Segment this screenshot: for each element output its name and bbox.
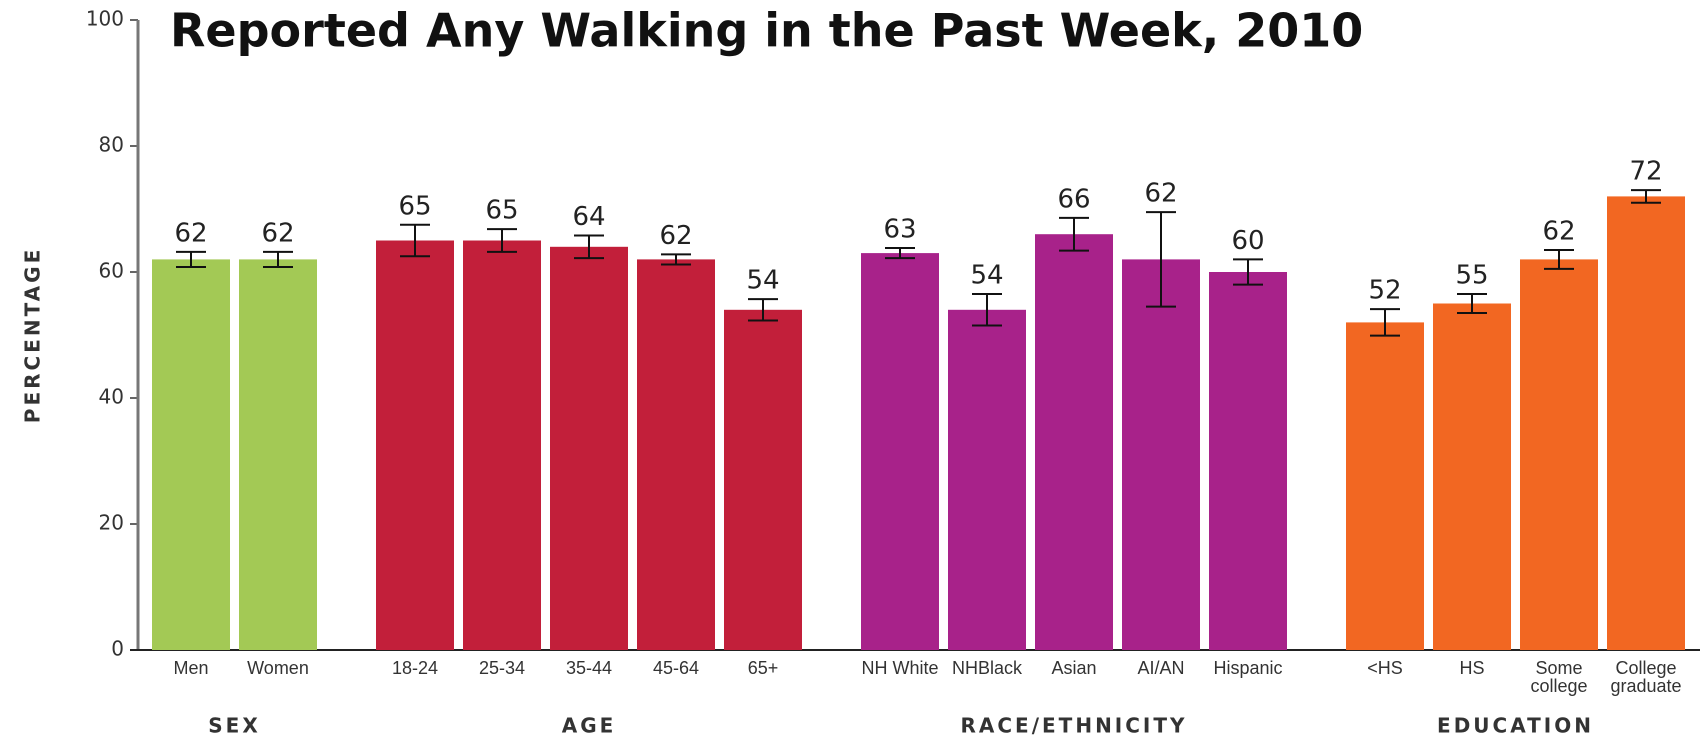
value-label: 60 (1231, 226, 1264, 256)
x-tick-label: AI/AN (1137, 658, 1184, 678)
value-label: 52 (1368, 276, 1401, 306)
bar (463, 240, 541, 650)
y-tick-label: 20 (99, 511, 124, 535)
value-label: 55 (1455, 261, 1488, 291)
x-tick-label: 65+ (748, 658, 779, 678)
value-label: 65 (485, 196, 518, 226)
x-tick-label: Women (247, 658, 309, 678)
value-label: 62 (261, 218, 294, 248)
x-tick-label: NHBlack (952, 658, 1023, 678)
x-tick-label: Men (173, 658, 208, 678)
bar (239, 259, 317, 650)
group-label: RACE/ETHNICITY (961, 714, 1188, 738)
value-label: 62 (1144, 179, 1177, 209)
value-label: 72 (1629, 157, 1662, 187)
x-tick-label: College graduate (1610, 658, 1681, 696)
bar (1607, 196, 1685, 650)
bar (1433, 303, 1511, 650)
bar (376, 240, 454, 650)
x-tick-label: 18-24 (392, 658, 438, 678)
bar (724, 309, 802, 650)
x-tick-label: Asian (1051, 658, 1096, 678)
chart-title: Reported Any Walking in the Past Week, 2… (170, 4, 1363, 58)
x-tick-label: Some college (1530, 658, 1587, 696)
group-label: SEX (208, 714, 261, 738)
bar (152, 259, 230, 650)
value-label: 63 (883, 215, 916, 245)
bar (1346, 322, 1424, 650)
value-label: 64 (572, 202, 605, 232)
bar (1035, 234, 1113, 650)
value-label: 62 (659, 221, 692, 251)
y-tick-label: 80 (99, 133, 124, 157)
x-tick-label: Hispanic (1213, 658, 1282, 678)
group-label: EDUCATION (1437, 714, 1594, 738)
value-label: 62 (1542, 216, 1575, 246)
x-tick-label: NH White (861, 658, 938, 678)
bar (948, 309, 1026, 650)
x-tick-label: HS (1459, 658, 1484, 678)
y-tick-label: 100 (86, 7, 124, 31)
value-label: 65 (398, 191, 431, 221)
value-label: 54 (970, 261, 1003, 291)
x-tick-label: 35-44 (566, 658, 612, 678)
y-tick-label: 0 (111, 637, 124, 661)
y-tick-label: 40 (99, 385, 124, 409)
value-label: 62 (174, 218, 207, 248)
value-label: 66 (1057, 184, 1090, 214)
x-tick-label: 25-34 (479, 658, 525, 678)
x-tick-label: 45-64 (653, 658, 699, 678)
group-label: AGE (562, 714, 617, 738)
value-label: 54 (746, 266, 779, 296)
bar (1122, 259, 1200, 650)
y-axis-label: PERCENTAGE (21, 247, 45, 423)
x-tick-label: <HS (1367, 658, 1403, 678)
bar (861, 253, 939, 650)
bar (1520, 259, 1598, 650)
bar (550, 246, 628, 651)
y-tick-label: 60 (99, 259, 124, 283)
bar (637, 259, 715, 650)
bar (1209, 272, 1287, 650)
